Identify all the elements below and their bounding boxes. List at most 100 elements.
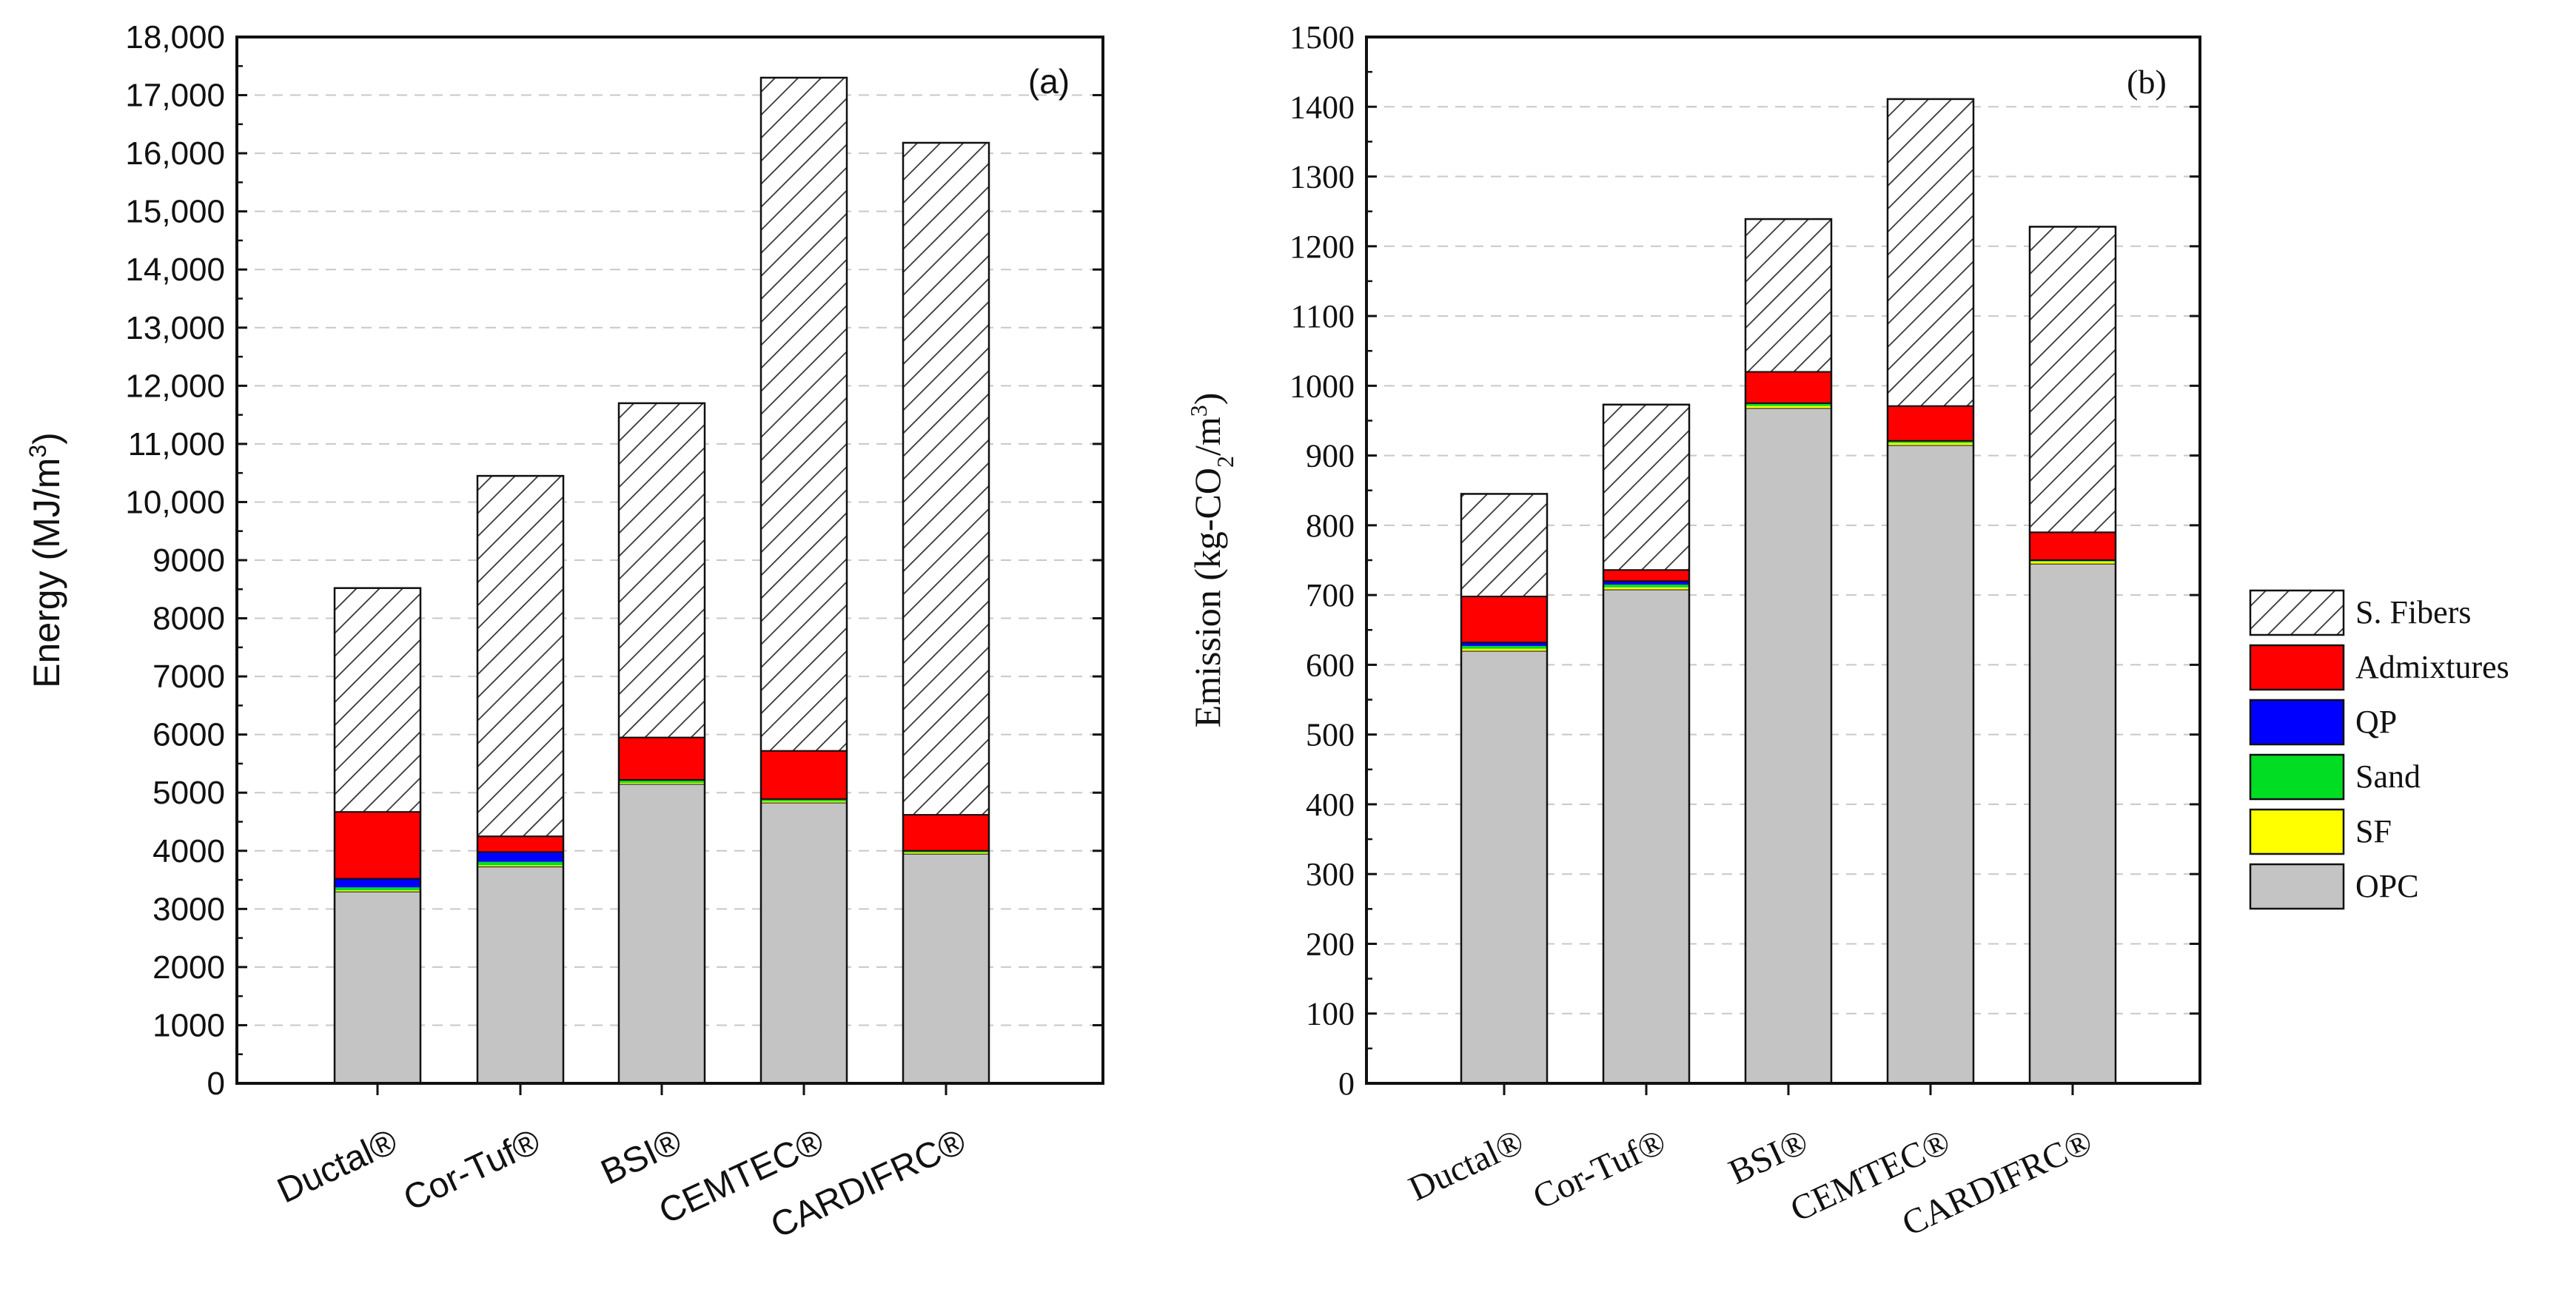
- y-tick-label: 1000: [1289, 368, 1355, 404]
- y-tick-label: 400: [1306, 787, 1355, 823]
- bar-segment-sf: [2030, 561, 2116, 564]
- bar-stack-cardifrc: [2028, 226, 2117, 1085]
- y-tick-label: 13,000: [125, 310, 225, 346]
- y-tick-label: 900: [1306, 438, 1355, 474]
- y-tick-label: 3000: [152, 891, 225, 927]
- bar-segment-sf: [761, 801, 847, 803]
- x-axis-b: Ductal®Cor-Tuf® BSI®CEMTEC®CARDIFRC®: [1403, 1083, 2099, 1244]
- y-tick-label: 600: [1306, 647, 1355, 683]
- bars-a: [333, 76, 990, 1085]
- y-tick-label: 1100: [1291, 298, 1355, 334]
- legend-item-admixtures: Admixtures: [2249, 644, 2509, 691]
- legend-swatch-sf: [2249, 808, 2345, 855]
- bar-segment-sf: [903, 852, 989, 854]
- x-tick-label-bsi: BSI®: [595, 1122, 688, 1193]
- bar-segment-admixtures: [477, 835, 564, 853]
- bar-segment-admixtures: [902, 814, 990, 852]
- y-axis-title-a: Energy (MJ/m3): [24, 432, 67, 688]
- y-tick-label: 9000: [152, 542, 225, 579]
- bar-segment-s-fibers: [334, 587, 421, 813]
- bar-segment-qp: [1603, 581, 1689, 585]
- y-tick-label: 700: [1306, 577, 1355, 613]
- chart-panel-a: 0 1000 2000 3000 4000 5000 6000 7000 8000 9000 10,…: [24, 19, 1104, 1246]
- bar-segment-sf: [1603, 587, 1689, 590]
- y-tick-label: 10,000: [125, 484, 225, 520]
- bar-segment-admixtures: [618, 736, 705, 781]
- bar-stack-cemtec: [759, 76, 848, 1085]
- legend-label-admixtures: Admixtures: [2355, 649, 2509, 685]
- y-tick-label: 800: [1306, 508, 1355, 544]
- y-tick-label: 17,000: [125, 78, 225, 114]
- bar-segment-sand: [1745, 403, 1831, 406]
- x-tick-label-ductal: Ductal®: [1403, 1122, 1529, 1209]
- legend-label-qp: QP: [2355, 704, 2397, 740]
- bar-segment-s-fibers: [1887, 98, 1974, 407]
- bar-segment-qp: [477, 852, 563, 862]
- bar-segment-sf: [477, 865, 563, 867]
- bar-stack-cardifrc: [902, 141, 990, 1085]
- bar-segment-sand: [1603, 584, 1689, 588]
- legend-label-sf: SF: [2355, 813, 2392, 849]
- panel-label-a: (a): [1028, 62, 1070, 101]
- bar-stack-cor-tuf: [1602, 403, 1691, 1085]
- y-tick-label: 16,000: [125, 135, 225, 172]
- y-tick-label: 1500: [1289, 19, 1355, 55]
- bar-segment-opc: [760, 801, 848, 1084]
- bar-segment-sand: [335, 887, 420, 891]
- bar-segment-opc: [477, 865, 564, 1084]
- bar-segment-opc: [1603, 588, 1690, 1084]
- bar-segment-opc: [618, 783, 705, 1084]
- legend-item-qp: QP: [2249, 699, 2397, 746]
- legend-swatch-sand: [2249, 753, 2345, 801]
- y-tick-label: 2000: [152, 949, 225, 986]
- bar-stack-cemtec: [1886, 98, 1975, 1085]
- bar-stack-cor-tuf: [476, 474, 565, 1085]
- y-tick-label: 0: [1338, 1066, 1355, 1102]
- legend-label-sand: Sand: [2355, 758, 2421, 795]
- y-tick-label: 15,000: [125, 194, 225, 230]
- bar-segment-qp: [335, 878, 420, 888]
- y-axis-title-b: Emission (kg-CO2/m3): [1185, 393, 1238, 728]
- bar-segment-s-fibers: [477, 475, 564, 838]
- bars-b: [1460, 98, 2117, 1085]
- legend-swatch-qp: [2249, 699, 2345, 746]
- x-tick-label-cor-tuf: Cor-Tuf®: [1527, 1122, 1672, 1217]
- y-axis-b: 0 100 200 300 400 500 600 700 800 900 1000 1100 1200…: [1289, 19, 2200, 1102]
- y-tick-label: 1000: [152, 1007, 225, 1043]
- y-tick-label: 500: [1306, 717, 1355, 753]
- y-tick-label: 7000: [152, 659, 225, 695]
- bar-segment-opc: [1460, 650, 1548, 1084]
- y-tick-label: 0: [207, 1066, 225, 1102]
- bar-segment-s-fibers: [902, 141, 990, 816]
- bar-segment-opc: [1745, 407, 1832, 1084]
- bar-segment-sand: [903, 850, 989, 853]
- bar-segment-sf: [1461, 648, 1547, 651]
- bar-segment-sand: [761, 798, 847, 802]
- x-tick-label-ductal: Ductal®: [272, 1122, 403, 1211]
- y-tick-label: 6000: [152, 717, 225, 753]
- y-tick-label: 18,000: [125, 19, 225, 55]
- legend-item-sand: Sand: [2249, 753, 2421, 801]
- bar-segment-admixtures: [1460, 596, 1548, 644]
- bar-segment-sf: [1888, 443, 1973, 445]
- bar-segment-s-fibers: [1603, 403, 1690, 571]
- bar-segment-admixtures: [1603, 569, 1690, 582]
- bar-segment-admixtures: [760, 750, 848, 800]
- y-tick-label: 11,000: [128, 426, 225, 462]
- y-tick-label: 1400: [1289, 89, 1355, 125]
- panel-label-b: (b): [2127, 63, 2167, 101]
- y-tick-label: 4000: [152, 833, 225, 869]
- bar-stack-ductal: [1460, 493, 1549, 1085]
- x-tick-label-bsi: BSI®: [1723, 1122, 1814, 1192]
- bar-segment-s-fibers: [2029, 226, 2116, 534]
- bar-segment-s-fibers: [618, 402, 705, 738]
- bar-segment-opc: [902, 852, 990, 1084]
- bar-segment-qp: [1461, 642, 1547, 646]
- legend-item-s-fibers: S. Fibers: [2249, 589, 2471, 636]
- bar-segment-admixtures: [334, 811, 421, 880]
- x-tick-label-cor-tuf: Cor-Tuf®: [398, 1122, 546, 1219]
- legend: S. Fibers Admixtures QP Sand SF OPC: [2249, 589, 2509, 910]
- bar-stack-ductal: [333, 587, 422, 1085]
- bar-segment-opc: [2029, 562, 2116, 1084]
